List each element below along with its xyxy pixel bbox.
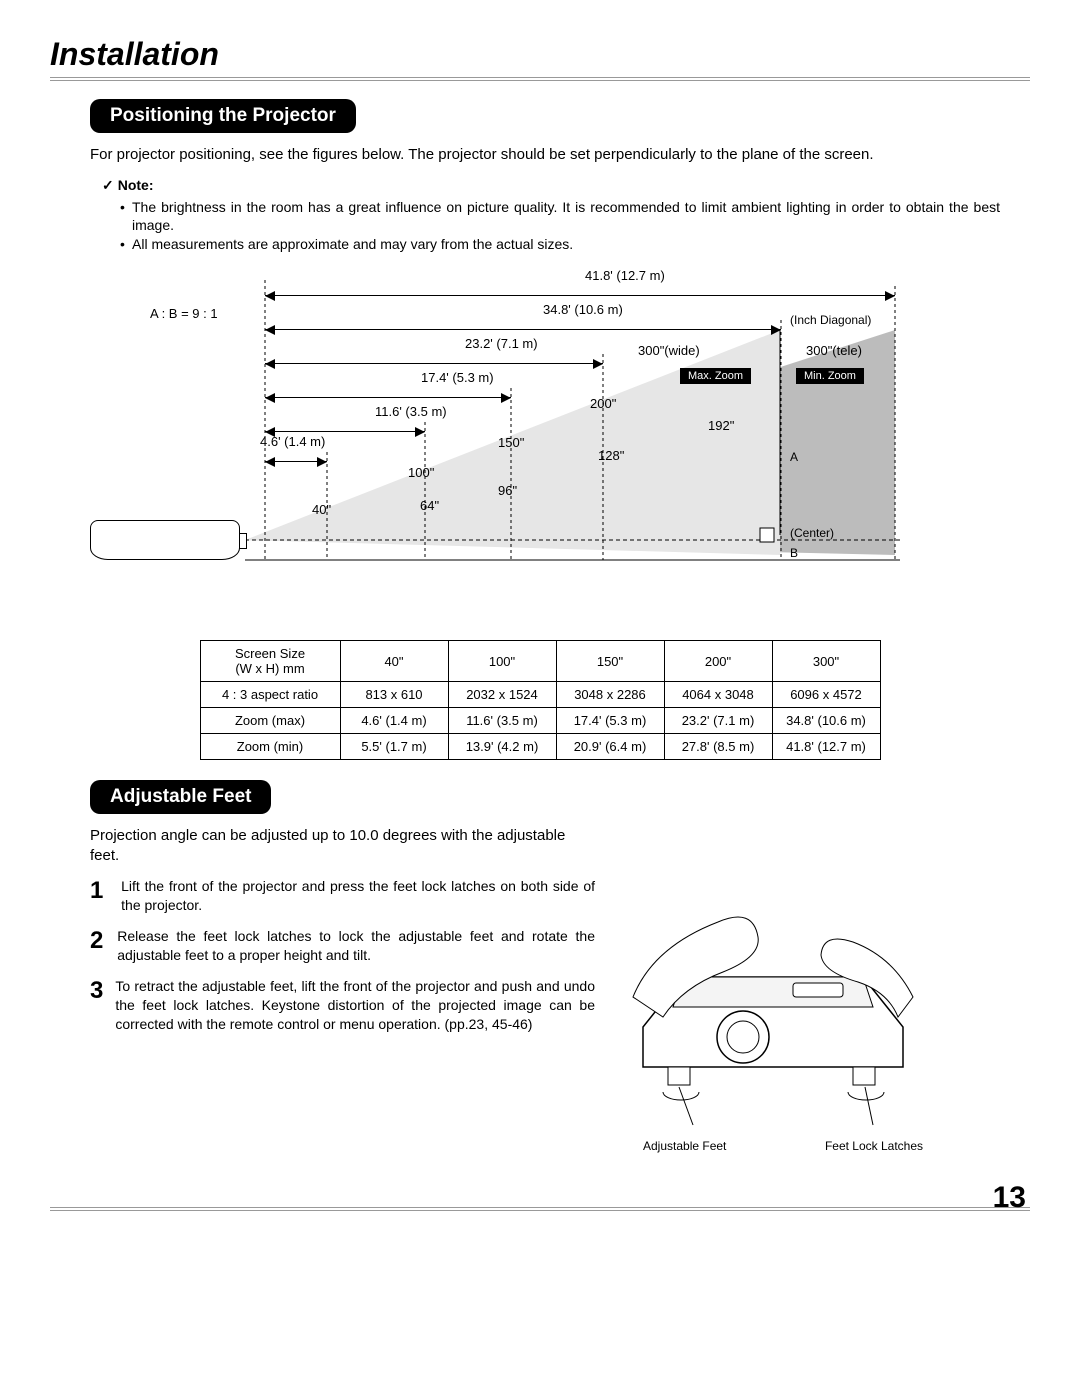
table-cell: 100"	[448, 641, 556, 682]
distance-label: 23.2' (7.1 m)	[465, 336, 538, 351]
screen-size-label: 96"	[498, 483, 517, 498]
adjustable-feet-illustration: Adjustable Feet Feet Lock Latches	[623, 877, 923, 1157]
screen-size-label: 300"(tele)	[806, 343, 862, 358]
step-item: 2 Release the feet lock latches to lock t…	[90, 927, 595, 965]
distance-label: 41.8' (12.7 m)	[585, 268, 665, 283]
feet-intro: Projection angle can be adjusted up to 1…	[90, 826, 590, 865]
step-item: 1 Lift the front of the projector and pre…	[90, 877, 595, 915]
screen-size-label: 128"	[598, 448, 624, 463]
note-item: The brightness in the room has a great i…	[120, 198, 1000, 236]
table-row-head: Screen Size(W x H) mm	[200, 641, 340, 682]
rule-top	[50, 77, 1030, 81]
step-text: To retract the adjustable feet, lift the…	[115, 977, 595, 1034]
note-heading: Note:	[102, 177, 1000, 194]
table-cell: 300"	[772, 641, 880, 682]
throw-distance-diagram: A : B = 9 : 1 41.8' (12.7 m)34.8' (10.6	[90, 280, 1030, 590]
table-cell: 17.4' (5.3 m)	[556, 708, 664, 734]
step-number: 1	[90, 877, 109, 915]
screen-size-label: 100"	[408, 465, 434, 480]
table-row-head: Zoom (min)	[200, 734, 340, 760]
table-cell: 34.8' (10.6 m)	[772, 708, 880, 734]
caption-adjustable-feet: Adjustable Feet	[643, 1139, 726, 1153]
screen-size-label: 40"	[312, 502, 331, 517]
step-text: Release the feet lock latches to lock th…	[117, 927, 595, 965]
table-cell: 5.5' (1.7 m)	[340, 734, 448, 760]
table-cell: 6096 x 4572	[772, 682, 880, 708]
ab-ratio-label: A : B = 9 : 1	[150, 306, 218, 321]
min-zoom-tag: Min. Zoom	[796, 368, 864, 384]
distance-label: 11.6' (3.5 m)	[375, 404, 447, 419]
step-item: 3To retract the adjustable feet, lift th…	[90, 977, 595, 1034]
caption-feet-lock-latches: Feet Lock Latches	[825, 1139, 923, 1153]
distance-arrow: 4.6' (1.4 m)	[265, 452, 327, 470]
table-cell: 150"	[556, 641, 664, 682]
chapter-title: Installation	[50, 36, 1030, 73]
inch-diagonal-label: (Inch Diagonal)	[790, 313, 871, 327]
table-cell: 11.6' (3.5 m)	[448, 708, 556, 734]
max-zoom-tag: Max. Zoom	[680, 368, 751, 384]
step-text: Lift the front of the projector and pres…	[121, 877, 595, 915]
table-cell: 2032 x 1524	[448, 682, 556, 708]
table-cell: 13.9' (4.2 m)	[448, 734, 556, 760]
table-cell: 813 x 610	[340, 682, 448, 708]
a-label: A	[790, 450, 798, 464]
b-label: B	[790, 546, 798, 560]
screen-size-label: 200"	[590, 396, 616, 411]
table-row-head: Zoom (max)	[200, 708, 340, 734]
table-cell: 40"	[340, 641, 448, 682]
projector-icon	[90, 520, 240, 560]
table-cell: 20.9' (6.4 m)	[556, 734, 664, 760]
center-label: (Center)	[790, 526, 834, 540]
screen-size-label: 150"	[498, 435, 524, 450]
table-cell: 3048 x 2286	[556, 682, 664, 708]
screen-size-label: 64"	[420, 498, 439, 513]
screen-size-table: Screen Size(W x H) mm40"100"150"200"300"…	[200, 640, 881, 760]
distance-label: 4.6' (1.4 m)	[260, 434, 325, 449]
step-number: 2	[90, 927, 105, 965]
note-item: All measurements are approximate and may…	[120, 235, 1000, 254]
rule-bottom	[50, 1207, 1030, 1211]
table-cell: 4.6' (1.4 m)	[340, 708, 448, 734]
section-heading-feet: Adjustable Feet	[90, 780, 271, 814]
screen-size-label: 300"(wide)	[638, 343, 700, 358]
table-cell: 27.8' (8.5 m)	[664, 734, 772, 760]
table-cell: 23.2' (7.1 m)	[664, 708, 772, 734]
table-cell: 4064 x 3048	[664, 682, 772, 708]
positioning-intro: For projector positioning, see the figur…	[90, 145, 1000, 165]
section-heading-positioning: Positioning the Projector	[90, 99, 356, 133]
table-cell: 41.8' (12.7 m)	[772, 734, 880, 760]
table-cell: 200"	[664, 641, 772, 682]
table-row-head: 4 : 3 aspect ratio	[200, 682, 340, 708]
page-number: 13	[993, 1181, 1026, 1215]
screen-size-label: 192"	[708, 418, 734, 433]
distance-label: 17.4' (5.3 m)	[421, 370, 494, 385]
distance-label: 34.8' (10.6 m)	[543, 302, 623, 317]
step-number: 3	[90, 977, 103, 1034]
